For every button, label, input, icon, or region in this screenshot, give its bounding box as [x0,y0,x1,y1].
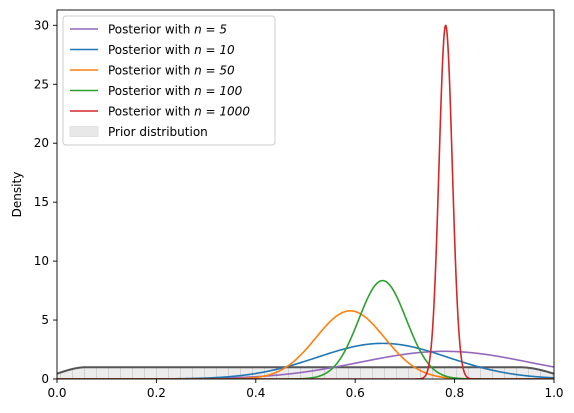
y-axis-label: Density [10,172,24,218]
y-tick-label: 15 [34,195,49,209]
x-tick-label: 0.6 [346,386,365,400]
legend-box [62,15,276,146]
y-tick-label: 30 [34,18,49,32]
prior-outline [57,366,554,375]
x-tick-label: 0.4 [246,386,265,400]
legend-label: Posterior with n = 1000 [108,105,250,119]
x-tick-label: 0.0 [47,386,66,400]
legend-label: Posterior with n = 5 [108,23,227,37]
y-tick-label: 25 [34,77,49,91]
x-tick-label: 1.0 [544,386,563,400]
x-tick-label: 0.8 [445,386,464,400]
y-tick-label: 5 [41,313,49,327]
x-tick-label: 0.2 [147,386,166,400]
legend-label: Posterior with n = 100 [108,84,243,98]
y-tick-label: 10 [34,254,49,268]
y-tick-label: 0 [41,372,49,386]
legend-label: Posterior with n = 50 [108,64,235,78]
legend: Posterior with n = 5 Posterior with n = 1… [62,15,276,146]
plot-frame [56,9,555,380]
prior-area [57,367,554,379]
legend-label: Prior distribution [108,125,208,139]
y-axis: 0 5 10 15 20 25 30 [34,18,57,386]
x-axis: 0.0 0.2 0.4 0.6 0.8 1.0 [47,379,564,400]
prior-distribution-area [57,366,554,379]
y-tick-label: 20 [34,136,49,150]
legend-label: Posterior with n = 10 [108,43,235,57]
legend-swatch-prior [69,126,99,137]
